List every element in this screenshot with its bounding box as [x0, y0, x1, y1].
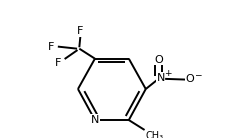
- Text: N: N: [156, 73, 164, 83]
- Text: O: O: [185, 74, 194, 84]
- Text: F: F: [48, 42, 54, 52]
- Text: −: −: [193, 70, 201, 79]
- Text: F: F: [77, 26, 83, 36]
- Text: N: N: [90, 115, 99, 125]
- Text: F: F: [55, 58, 61, 68]
- Text: O: O: [154, 55, 162, 65]
- Text: CH₃: CH₃: [145, 131, 163, 138]
- Text: +: +: [163, 69, 170, 78]
